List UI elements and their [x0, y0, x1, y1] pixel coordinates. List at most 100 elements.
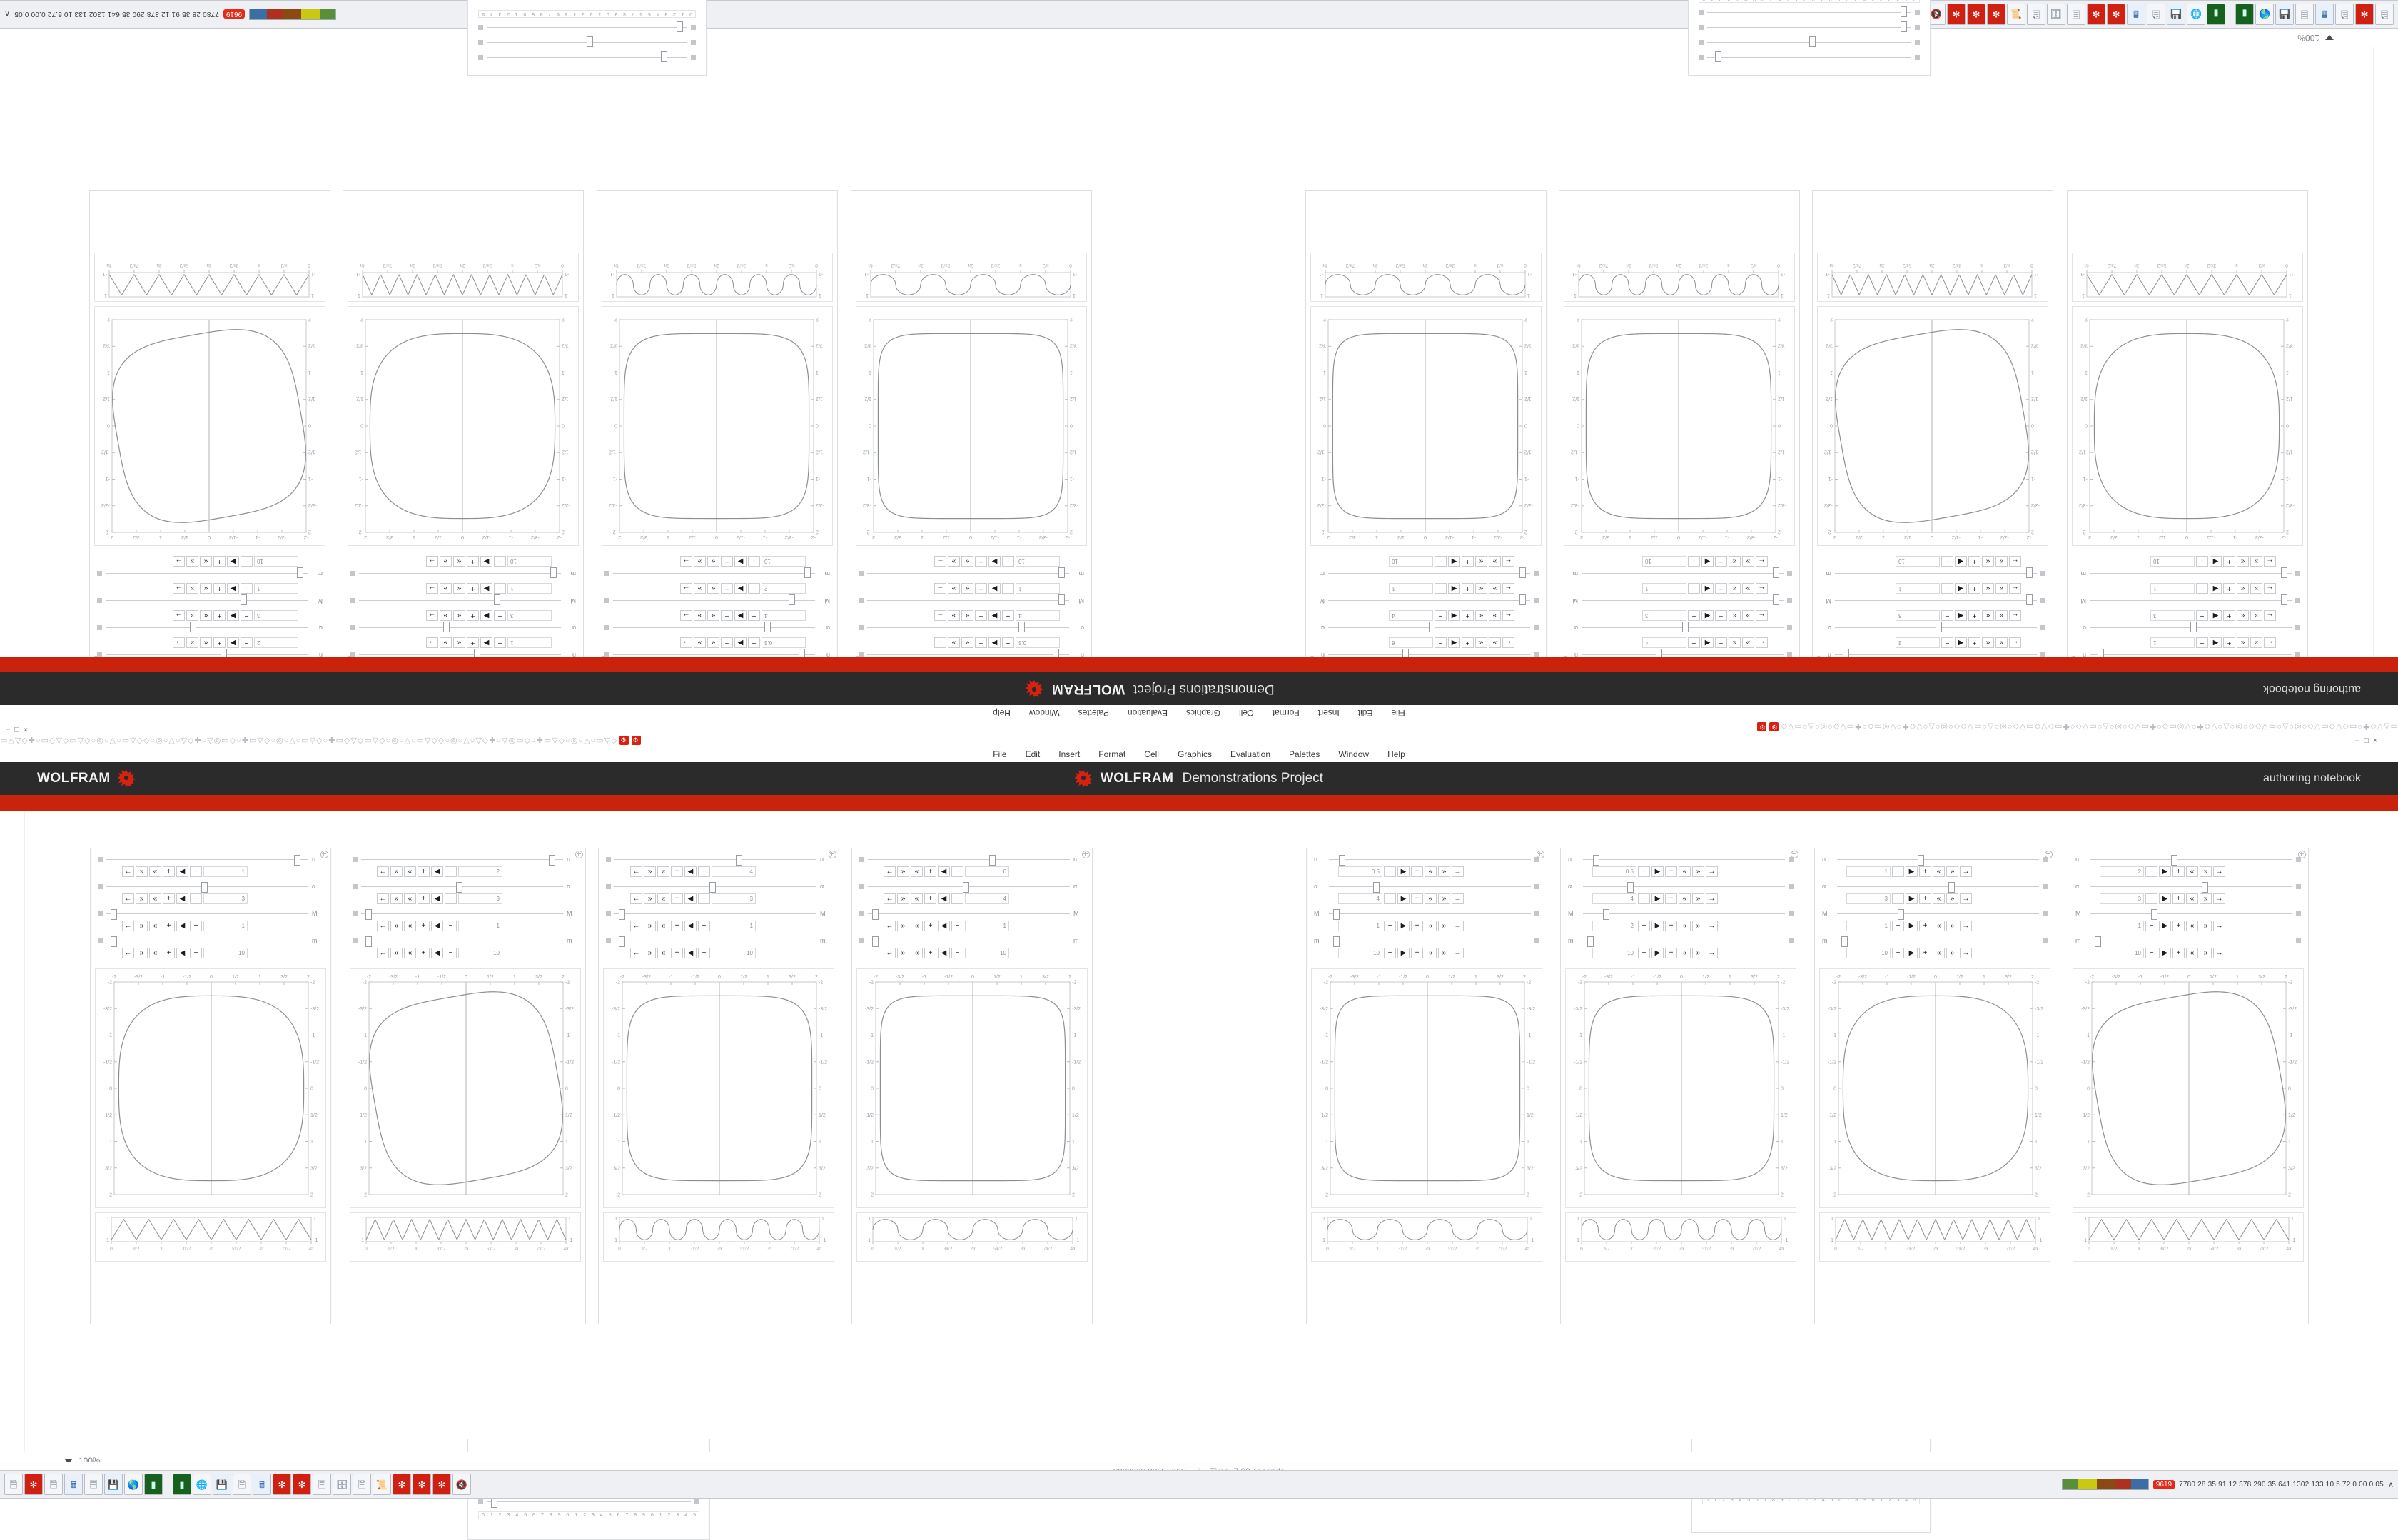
wolfram2-icon[interactable]: ✻ — [2087, 4, 2105, 25]
control-button-row[interactable]: 2−▶+«»→ — [97, 637, 323, 648]
control-button-2[interactable]: + — [975, 637, 987, 648]
demonstration-panel[interactable]: n 0.5−▶+«»→ α 4−▶+«»→ M — [1306, 848, 1547, 1324]
control-button-4[interactable]: » — [694, 556, 706, 567]
slider-row[interactable]: α — [98, 881, 323, 891]
menu-palettes-top[interactable]: Palettes — [1078, 708, 1109, 718]
notes-icon-b[interactable]: 🗏 — [84, 1474, 103, 1495]
control-button-4[interactable]: ◀ — [2210, 583, 2222, 594]
control-button-0[interactable]: ← — [1502, 610, 1514, 621]
wolfram2-icon-b[interactable]: ✻ — [293, 1474, 311, 1495]
control-button-5[interactable]: − — [2196, 610, 2208, 621]
control-button-1[interactable]: » — [897, 866, 909, 877]
slider-minus-icon[interactable] — [606, 938, 611, 943]
document-icon[interactable]: 🖹 — [2335, 4, 2354, 25]
slider-thumb[interactable] — [294, 855, 300, 866]
slider-thumb[interactable] — [443, 622, 450, 633]
slider-row[interactable]: m — [1313, 569, 1539, 579]
slider-track[interactable] — [614, 859, 816, 860]
control-button-3[interactable]: « — [2186, 893, 2198, 904]
slider-row[interactable]: α — [859, 881, 1085, 891]
control-button-5[interactable]: − — [1435, 556, 1447, 567]
control-button-0[interactable]: ← — [377, 866, 389, 877]
control-button-1[interactable]: » — [136, 948, 148, 958]
menu-edit-top[interactable]: Edit — [1358, 708, 1373, 718]
slider-track[interactable] — [361, 913, 563, 914]
slider-row[interactable]: α — [1314, 881, 1539, 891]
control-button-2[interactable]: « — [911, 921, 923, 931]
control-button-5[interactable]: − — [445, 866, 457, 877]
control-button-5[interactable]: → — [680, 583, 692, 594]
control-button-0[interactable]: ← — [377, 893, 389, 904]
control-button-4[interactable]: ◀ — [1701, 637, 1714, 648]
control-button-0[interactable]: ← — [122, 921, 134, 931]
slider-row[interactable]: n — [1568, 854, 1794, 864]
control-button-1[interactable]: ▶ — [1651, 921, 1664, 931]
slider-value-box[interactable]: 10 — [1016, 556, 1060, 567]
terminal2-icon[interactable]: ▮ — [2207, 4, 2225, 25]
control-button-1[interactable]: » — [1995, 637, 2008, 648]
control-button-4[interactable]: » — [186, 556, 198, 567]
control-button-2[interactable]: + — [2172, 948, 2185, 958]
control-button-0[interactable]: − — [1002, 556, 1014, 567]
control-button-2[interactable]: + — [1919, 921, 1931, 931]
slider-end-icon[interactable] — [1699, 11, 1704, 16]
demonstration-panel[interactable]: n ←»«+◀−4 α ←»«+◀−3 M ←»«+◀−1 — [598, 848, 839, 1324]
control-button-2[interactable]: « — [2237, 556, 2249, 567]
slider-row[interactable]: M — [2075, 908, 2301, 918]
slider-thumb[interactable] — [1627, 882, 1634, 893]
control-button-1[interactable]: ▶ — [988, 556, 1001, 567]
slider-track[interactable] — [1329, 886, 1531, 887]
slider-track[interactable] — [868, 913, 1070, 914]
slider-row[interactable]: m — [1820, 569, 2045, 579]
slider-thumb[interactable] — [1773, 568, 1779, 579]
wolfram-icon-b[interactable]: ✻ — [24, 1474, 43, 1495]
slider-minus-icon[interactable] — [859, 884, 864, 889]
control-button-4[interactable]: ◀ — [684, 893, 697, 904]
control-button-2[interactable]: « — [657, 948, 669, 958]
slider-value-box[interactable]: 3 — [712, 893, 756, 904]
slider-minus-icon[interactable] — [98, 911, 103, 916]
slider-track[interactable] — [1707, 43, 1911, 44]
slider-thumb[interactable] — [677, 22, 683, 33]
slider-value-box[interactable]: 1 — [712, 921, 756, 931]
control-button-5[interactable]: − — [1941, 556, 1953, 567]
slider-track[interactable] — [361, 886, 563, 887]
slider-row[interactable]: α — [1568, 881, 1794, 891]
slider-thumb[interactable] — [872, 936, 879, 947]
slider-minus-icon[interactable] — [859, 572, 864, 577]
control-button-row[interactable]: 2−▶+«»→ — [1568, 921, 1794, 931]
control-button-1[interactable]: ▶ — [988, 583, 1001, 594]
control-button-0[interactable]: ← — [1756, 583, 1768, 594]
slider-minus-icon[interactable] — [1534, 911, 1539, 916]
control-button-4[interactable]: ◀ — [431, 921, 443, 931]
control-button-4[interactable]: » — [1692, 921, 1704, 931]
wolfram3-icon-b[interactable]: ✻ — [393, 1474, 411, 1495]
slider-row[interactable]: M — [1822, 908, 2048, 918]
slider-minus-icon[interactable] — [2295, 572, 2300, 577]
control-button-2[interactable]: « — [149, 866, 161, 877]
slider-thumb[interactable] — [1901, 7, 1907, 18]
slider-value-box[interactable]: 1 — [203, 866, 248, 877]
slider-thumb[interactable] — [365, 936, 372, 947]
control-button-0[interactable]: ← — [1502, 583, 1514, 594]
maximize-icon-top[interactable]: □ — [14, 725, 19, 734]
demonstration-panel[interactable]: n 1−▶+«»→ α 3−▶+«»→ M — [1814, 848, 2055, 1324]
control-button-1[interactable]: ▶ — [1906, 921, 1918, 931]
control-button-3[interactable]: « — [200, 637, 212, 648]
control-button-row[interactable]: ←»«+◀−10 — [859, 948, 1085, 958]
slider-minus-icon[interactable] — [2043, 911, 2048, 916]
control-button-3[interactable]: « — [453, 610, 465, 621]
control-button-3[interactable]: + — [2223, 637, 2235, 648]
toolbar-glyphs-top[interactable]: ▭△▽◇✚○▭◇▽◇▭▽◇○◎○△○▭▽◇◇○◎○△○▽◇✚○▽◎▭◇○✚▭▽◇… — [0, 721, 2398, 734]
slider-value-box[interactable]: 10 — [2150, 556, 2195, 567]
control-button-1[interactable]: » — [136, 893, 148, 904]
control-button-5[interactable]: → — [1706, 893, 1718, 904]
control-button-2[interactable]: + — [1919, 893, 1931, 904]
control-button-3[interactable]: + — [418, 948, 430, 958]
slider-minus-icon[interactable] — [353, 911, 358, 916]
cell-bracket-icon[interactable] — [2298, 851, 2306, 858]
slider-value-box[interactable]: 1 — [507, 583, 552, 594]
